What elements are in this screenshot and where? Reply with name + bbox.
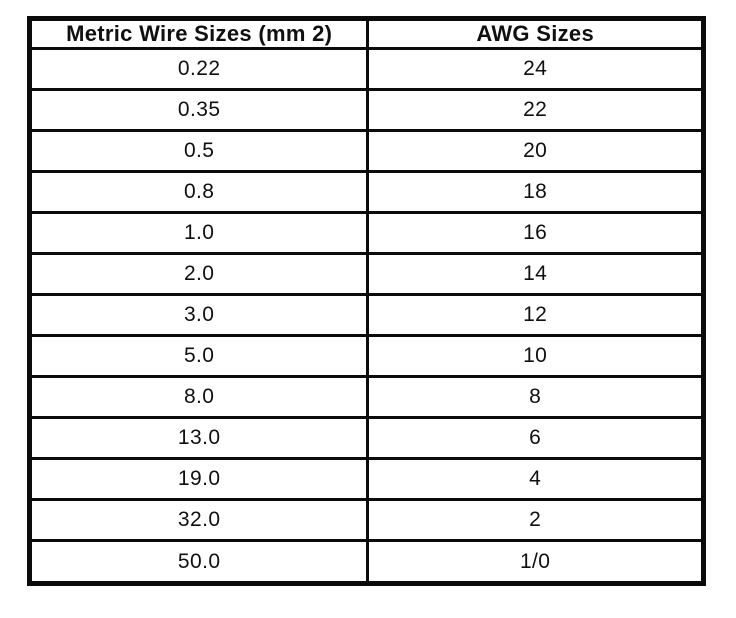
cell-metric: 3.0 xyxy=(27,293,370,338)
cell-awg: 2 xyxy=(366,498,705,543)
cell-awg: 1/0 xyxy=(366,539,705,585)
column-header-awg: AWG Sizes xyxy=(366,17,705,50)
table-row: 0.22 24 xyxy=(27,46,705,92)
cell-awg: 24 xyxy=(366,46,705,92)
table-row: 50.0 1/0 xyxy=(27,539,705,585)
table-header-row: Metric Wire Sizes (mm 2) AWG Sizes xyxy=(27,17,705,50)
wire-size-conversion-table: Metric Wire Sizes (mm 2) AWG Sizes 0.22 … xyxy=(27,16,706,586)
cell-awg: 12 xyxy=(366,293,705,338)
cell-awg: 10 xyxy=(366,334,705,379)
table-row: 0.8 18 xyxy=(27,170,705,215)
cell-metric: 0.22 xyxy=(27,46,370,92)
cell-metric: 5.0 xyxy=(27,334,370,379)
table-row: 19.0 4 xyxy=(27,457,705,502)
table-row: 2.0 14 xyxy=(27,252,705,297)
table-row: 0.5 20 xyxy=(27,129,705,174)
cell-awg: 6 xyxy=(366,416,705,461)
cell-metric: 0.35 xyxy=(27,88,370,133)
cell-awg: 22 xyxy=(366,88,705,133)
cell-metric: 2.0 xyxy=(27,252,370,297)
cell-awg: 14 xyxy=(366,252,705,297)
cell-awg: 16 xyxy=(366,211,705,256)
cell-metric: 13.0 xyxy=(27,416,370,461)
cell-awg: 8 xyxy=(366,375,705,420)
cell-awg: 4 xyxy=(366,457,705,502)
table-row: 32.0 2 xyxy=(27,498,705,543)
cell-metric: 0.8 xyxy=(27,170,370,215)
table-row: 0.35 22 xyxy=(27,88,705,133)
cell-awg: 18 xyxy=(366,170,705,215)
cell-metric: 50.0 xyxy=(27,539,370,585)
cell-metric: 19.0 xyxy=(27,457,370,502)
table-row: 1.0 16 xyxy=(27,211,705,256)
cell-metric: 32.0 xyxy=(27,498,370,543)
cell-metric: 1.0 xyxy=(27,211,370,256)
cell-awg: 20 xyxy=(366,129,705,174)
table-row: 3.0 12 xyxy=(27,293,705,338)
cell-metric: 8.0 xyxy=(27,375,370,420)
table-row: 8.0 8 xyxy=(27,375,705,420)
table-row: 5.0 10 xyxy=(27,334,705,379)
column-header-metric: Metric Wire Sizes (mm 2) xyxy=(27,17,370,50)
cell-metric: 0.5 xyxy=(27,129,370,174)
table-row: 13.0 6 xyxy=(27,416,705,461)
